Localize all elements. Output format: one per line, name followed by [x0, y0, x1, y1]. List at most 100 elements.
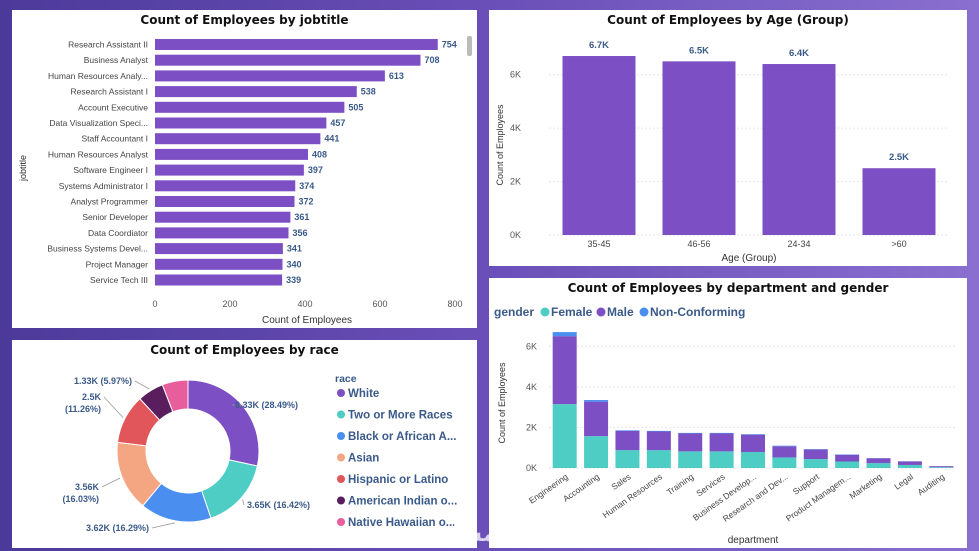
race-chart-panel: Count of Employees by race 6.33K (28.49%…	[12, 340, 477, 548]
data-label: 2.5K	[82, 392, 102, 402]
y-tick-label: 6K	[526, 341, 537, 351]
x-tick-label: >60	[891, 239, 906, 249]
data-label: 397	[308, 165, 323, 175]
bar	[762, 64, 836, 236]
data-label: 6.4K	[789, 48, 809, 59]
legend-marker	[639, 307, 649, 317]
bar-segment	[615, 450, 640, 468]
x-tick-label: Human Resources	[601, 471, 664, 520]
data-label: 708	[425, 55, 440, 65]
y-tick-label: Account Executive	[78, 102, 148, 112]
bar	[155, 196, 295, 207]
bar-segment	[772, 457, 797, 468]
data-label: 6.5K	[689, 45, 709, 56]
data-label: 613	[389, 71, 404, 81]
leader-line	[101, 477, 121, 488]
age-chart: 0K 2K 4K 6K 6.7K 35-45 6.5K 46-56 6.4K 24-34 2.5K >…	[495, 40, 949, 264]
data-label: 2.5K	[889, 152, 909, 163]
bar-segment	[709, 451, 734, 468]
bar-segment	[772, 446, 797, 458]
bar	[155, 117, 327, 129]
y-tick-label: 4K	[526, 382, 537, 392]
bar-segment	[615, 430, 640, 451]
scrollbar-thumb	[467, 36, 472, 56]
y-tick-label: Business Systems Devel...	[47, 244, 148, 254]
data-label: (11.26%)	[65, 404, 101, 414]
legend-title: gender	[494, 305, 534, 319]
data-label: 341	[287, 244, 302, 254]
bar	[155, 70, 385, 82]
bar-segment	[709, 432, 734, 434]
legend-item: Non-Conforming	[650, 305, 745, 319]
y-tick-label: Project Manager	[86, 259, 149, 269]
donut-slice	[187, 379, 260, 467]
y-tick-label: Human Resources Analyst	[48, 149, 149, 159]
legend-marker	[337, 475, 345, 483]
legend-item: White	[348, 388, 379, 400]
department-chart-panel: Count of Employees by department and gen…	[489, 278, 967, 548]
legend-item: Native Hawaiian o...	[348, 517, 455, 529]
chart-title: Count of Employees by Age (Group)	[607, 13, 849, 27]
data-label: 3.65K (16.42%)	[247, 500, 310, 510]
x-tick-label: Auditing	[916, 471, 947, 497]
y-tick-label: 2K	[510, 177, 521, 187]
bar	[155, 180, 296, 192]
bar	[562, 56, 636, 236]
x-tick-label: Legal	[892, 471, 915, 491]
y-tick-label: Business Analyst	[84, 55, 149, 65]
race-chart: 6.33K (28.49%) 3.65K (16.42%) 3.62K (16.29…	[62, 373, 457, 533]
data-label: 372	[299, 197, 314, 207]
bar-segment	[615, 430, 640, 431]
legend-item: Female	[551, 305, 593, 319]
bar-segment	[646, 450, 671, 468]
bar	[155, 148, 308, 160]
y-tick-label: 0K	[510, 230, 521, 240]
bar-segment	[678, 451, 703, 468]
y-axis-label: Count of Employees	[495, 104, 505, 186]
bar-segment	[835, 461, 860, 468]
data-label: 457	[330, 118, 345, 128]
legend-marker	[337, 389, 345, 397]
y-tick-label: 0K	[526, 463, 537, 473]
bar-segment	[678, 433, 703, 452]
data-label: 6.33K (28.49%)	[235, 400, 298, 410]
legend-item: Black or African A...	[348, 431, 456, 443]
x-tick-label: 200	[222, 299, 237, 309]
jobtitle-chart-panel: Count of Employees by jobtitle Research …	[12, 10, 477, 328]
bar-segment	[678, 432, 703, 434]
x-tick-label: Training	[665, 471, 696, 497]
bar-segment	[741, 451, 765, 468]
data-label: 1.33K (5.97%)	[74, 376, 132, 386]
data-label: 754	[442, 40, 457, 50]
jobtitle-chart: Research Assistant II 754 Business Analyst…	[18, 36, 472, 326]
legend-item: Asian	[348, 453, 379, 465]
x-tick-label: 800	[447, 299, 462, 309]
data-label: 361	[294, 212, 309, 222]
x-tick-label: Marketing	[847, 471, 884, 501]
x-axis-label: Count of Employees	[262, 315, 352, 326]
x-axis-label: department	[728, 535, 779, 546]
y-tick-label: Software Engineer I	[73, 165, 148, 175]
bar	[155, 86, 357, 98]
bar-segment	[584, 400, 609, 402]
chart-title: Count of Employees by jobtitle	[140, 13, 349, 27]
bar	[155, 54, 421, 66]
leader-line	[103, 396, 124, 418]
y-tick-label: Service Tech III	[90, 275, 148, 285]
y-tick-label: Data Coordiator	[88, 228, 148, 238]
x-tick-label: 35-45	[587, 239, 610, 249]
y-tick-label: Data Visualization Speci...	[49, 118, 148, 128]
bar-segment	[646, 431, 671, 451]
y-tick-label: Systems Administrator I	[59, 181, 148, 191]
y-tick-label: Analyst Programmer	[71, 197, 149, 207]
bar	[155, 211, 291, 223]
y-tick-label: Staff Accountant I	[82, 134, 148, 144]
legend-marker	[596, 307, 606, 317]
bar	[155, 243, 283, 255]
legend-title: race	[335, 373, 357, 385]
bar-segment	[772, 445, 797, 447]
x-axis-label: Age (Group)	[721, 253, 776, 264]
y-tick-label: 2K	[526, 422, 537, 432]
data-label: 3.56K	[75, 482, 100, 492]
leader-line	[134, 380, 150, 390]
